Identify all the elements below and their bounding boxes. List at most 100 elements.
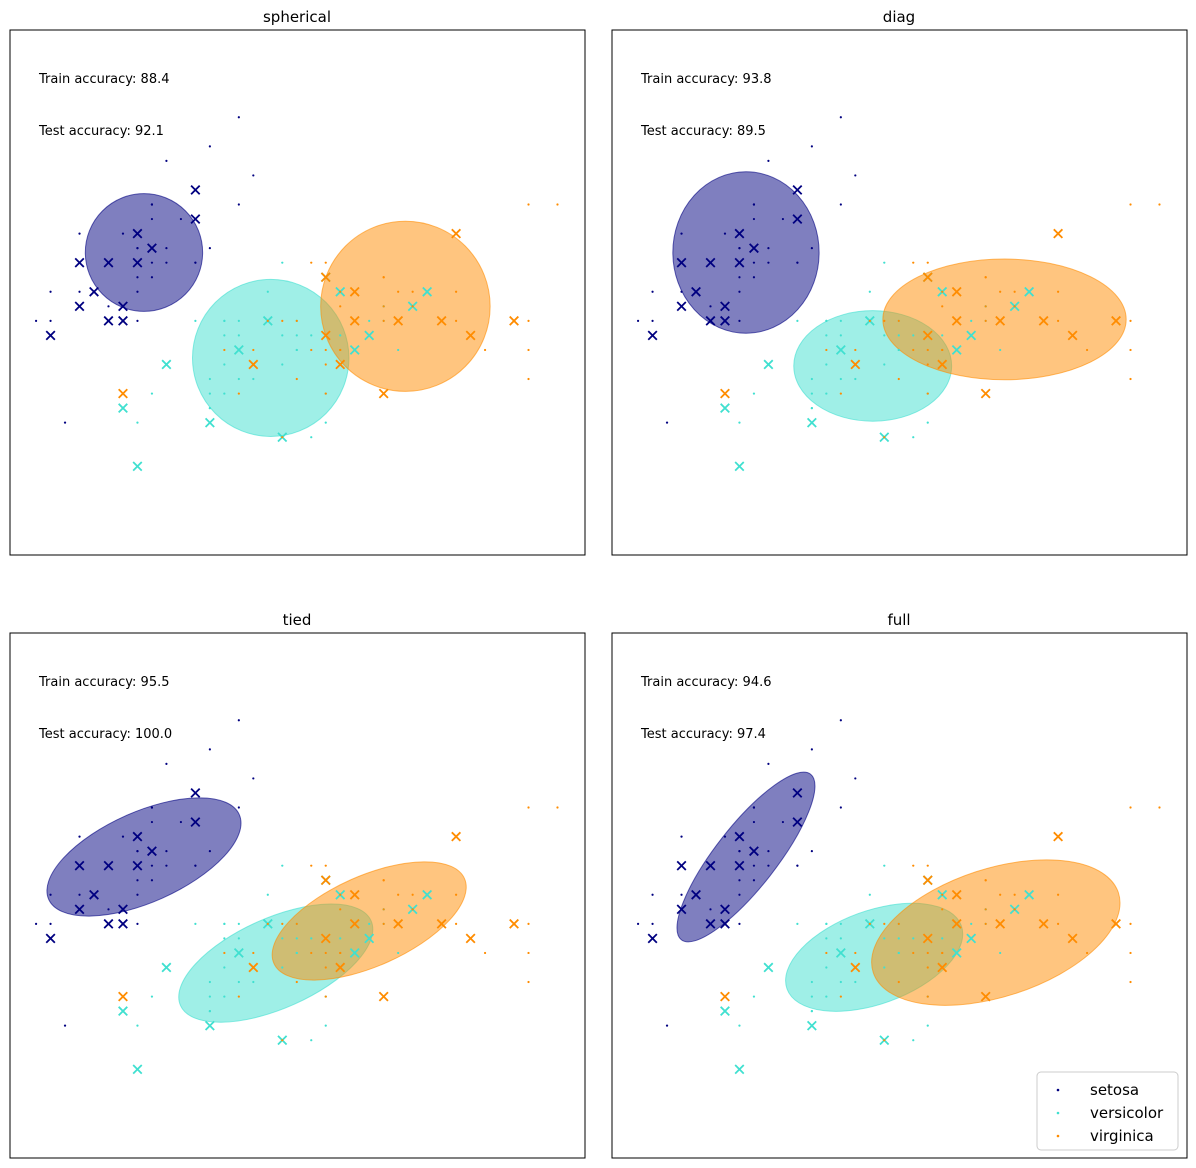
train-point-virginica [868, 922, 871, 925]
train-point-virginica [310, 951, 313, 955]
test-point-virginica [922, 272, 933, 283]
test-point-versicolor [118, 403, 128, 414]
test-point-setosa [647, 330, 658, 341]
test-point-versicolor [118, 1006, 128, 1017]
test-point-setosa [190, 788, 201, 798]
train-point-setosa [136, 850, 139, 853]
test-point-virginica [349, 889, 360, 900]
train-point-virginica [825, 951, 828, 955]
train-point-virginica [527, 319, 530, 322]
train-point-virginica [483, 348, 487, 352]
test-point-setosa [792, 788, 803, 798]
train-point-versicolor [237, 937, 240, 940]
train-point-virginica [1056, 893, 1060, 896]
train-point-setosa [723, 835, 727, 838]
test-point-versicolor [204, 417, 215, 428]
panel-title: spherical [263, 8, 331, 26]
train-point-virginica [897, 980, 900, 984]
test-point-virginica [436, 315, 447, 326]
train-point-virginica [310, 348, 313, 352]
train-point-versicolor [825, 392, 828, 395]
test-point-setosa [147, 243, 157, 254]
train-point-versicolor [295, 348, 298, 352]
train-point-versicolor [883, 966, 886, 969]
train-point-setosa [165, 864, 168, 867]
train-point-versicolor [912, 937, 915, 940]
test-point-setosa [190, 817, 201, 827]
test-point-versicolor [349, 345, 360, 355]
train-point-setosa [150, 820, 154, 824]
train-point-versicolor [324, 421, 327, 424]
train-point-versicolor [208, 407, 211, 410]
train-point-virginica [454, 290, 458, 293]
train-point-setosa [63, 1024, 67, 1027]
test-point-virginica [451, 228, 462, 239]
train-point-virginica [1085, 348, 1089, 352]
train-point-versicolor [825, 922, 828, 925]
train-point-setosa [839, 203, 842, 206]
train-point-setosa [738, 319, 741, 322]
test-point-virginica [1038, 918, 1049, 929]
train-point-versicolor [208, 995, 211, 998]
train-point-virginica [527, 980, 530, 984]
train-point-virginica [1056, 319, 1060, 322]
train-point-virginica [454, 893, 458, 896]
train-point-versicolor [868, 290, 871, 293]
test-point-versicolor [734, 461, 745, 472]
test-point-versicolor [132, 461, 143, 472]
train-point-setosa [651, 922, 654, 925]
train-point-virginica [926, 951, 929, 955]
train-point-versicolor [368, 319, 371, 322]
train-point-setosa [738, 290, 741, 293]
train-point-setosa [194, 864, 197, 867]
train-point-versicolor [912, 436, 915, 439]
train-point-versicolor [796, 922, 799, 925]
train-point-virginica [883, 1039, 886, 1042]
train-point-setosa [738, 922, 741, 925]
train-point-setosa [752, 820, 756, 824]
test-point-versicolor [734, 1064, 745, 1075]
test-point-setosa [734, 228, 745, 239]
test-point-virginica [465, 933, 476, 944]
train-point-virginica [454, 922, 458, 925]
train-point-virginica [912, 261, 915, 264]
train-point-virginica [839, 392, 842, 395]
test-point-setosa [720, 918, 730, 929]
panel-tied: tied Train accuracy: 95.5 Test accuracy:… [9, 611, 586, 1159]
test-point-virginica [951, 315, 962, 326]
train-point-setosa [810, 145, 813, 148]
test-point-setosa [190, 214, 201, 224]
train-point-setosa [121, 232, 125, 235]
train-point-setosa [796, 864, 799, 867]
train-point-virginica [382, 305, 385, 308]
test-point-versicolor [806, 417, 817, 428]
train-point-setosa [738, 879, 741, 882]
ellipse-setosa [672, 171, 820, 334]
train-point-versicolor [281, 864, 284, 867]
legend-marker-setosa [1056, 1088, 1060, 1092]
train-point-setosa [767, 762, 770, 765]
test-point-setosa [792, 185, 803, 195]
train-point-versicolor [738, 1024, 741, 1027]
train-point-versicolor [281, 334, 284, 337]
train-point-versicolor [339, 937, 342, 940]
train-point-setosa [34, 319, 38, 322]
test-point-setosa [705, 860, 716, 871]
train-point-setosa [767, 864, 770, 867]
test-point-versicolor [951, 345, 962, 355]
train-point-versicolor [281, 261, 284, 264]
train-point-setosa [49, 922, 52, 925]
train-point-virginica [339, 305, 342, 308]
train-point-setosa [680, 232, 683, 235]
train-point-setosa [63, 421, 67, 424]
train-point-virginica [295, 319, 298, 322]
train-point-versicolor [339, 334, 342, 337]
train-point-virginica [1158, 203, 1161, 206]
train-point-setosa [752, 217, 756, 221]
legend-label-virginica: virginica [1090, 1127, 1154, 1145]
test-point-setosa [190, 185, 201, 195]
train-point-virginica [926, 363, 929, 366]
train-point-virginica [411, 305, 414, 308]
train-point-versicolor [150, 995, 154, 998]
